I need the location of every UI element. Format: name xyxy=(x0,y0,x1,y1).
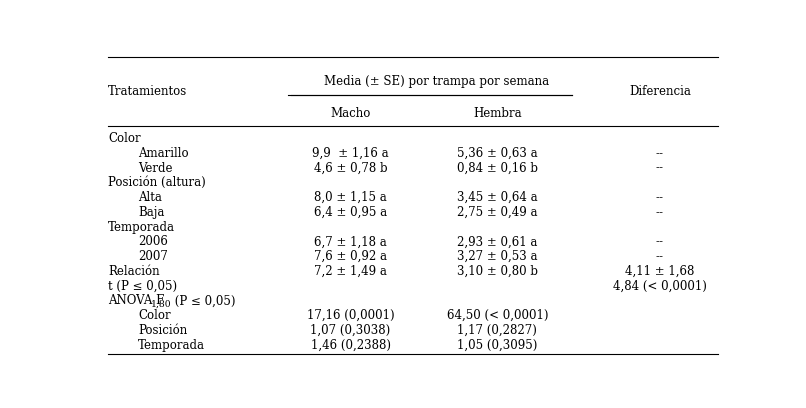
Text: Verde: Verde xyxy=(139,162,172,175)
Text: Posición: Posición xyxy=(139,324,188,337)
Text: 1,80: 1,80 xyxy=(151,299,172,309)
Text: 7,6 ± 0,92 a: 7,6 ± 0,92 a xyxy=(314,250,387,263)
Text: Hembra: Hembra xyxy=(473,107,521,120)
Text: 6,7 ± 1,18 a: 6,7 ± 1,18 a xyxy=(314,235,387,248)
Text: 6,4 ± 0,95 a: 6,4 ± 0,95 a xyxy=(314,206,387,219)
Text: 4,6 ± 0,78 b: 4,6 ± 0,78 b xyxy=(314,162,388,175)
Text: Tratamientos: Tratamientos xyxy=(108,85,188,98)
Text: --: -- xyxy=(656,162,664,175)
Text: 3,45 ± 0,64 a: 3,45 ± 0,64 a xyxy=(457,191,538,204)
Text: Media (± SE) por trampa por semana: Media (± SE) por trampa por semana xyxy=(324,75,549,89)
Text: 5,36 ± 0,63 a: 5,36 ± 0,63 a xyxy=(457,147,538,160)
Text: t (P ≤ 0,05): t (P ≤ 0,05) xyxy=(108,279,177,293)
Text: ANOVA F: ANOVA F xyxy=(108,295,164,307)
Text: Diferencia: Diferencia xyxy=(629,85,691,98)
Text: 2006: 2006 xyxy=(139,235,168,248)
Text: 1,17 (0,2827): 1,17 (0,2827) xyxy=(458,324,538,337)
Text: --: -- xyxy=(656,250,664,263)
Text: Posición (altura): Posición (altura) xyxy=(108,176,206,189)
Text: 0,84 ± 0,16 b: 0,84 ± 0,16 b xyxy=(457,162,538,175)
Text: Macho: Macho xyxy=(330,107,371,120)
Text: 64,50 (< 0,0001): 64,50 (< 0,0001) xyxy=(447,309,548,322)
Text: Temporada: Temporada xyxy=(139,339,206,352)
Text: 9,9  ± 1,16 a: 9,9 ± 1,16 a xyxy=(312,147,389,160)
Text: --: -- xyxy=(656,191,664,204)
Text: 17,16 (0,0001): 17,16 (0,0001) xyxy=(307,309,394,322)
Text: --: -- xyxy=(656,235,664,248)
Text: Amarillo: Amarillo xyxy=(139,147,189,160)
Text: Color: Color xyxy=(108,132,141,145)
Text: 1,07 (0,3038): 1,07 (0,3038) xyxy=(310,324,391,337)
Text: 2007: 2007 xyxy=(139,250,168,263)
Text: Alta: Alta xyxy=(139,191,162,204)
Text: 4,11 ± 1,68: 4,11 ± 1,68 xyxy=(625,265,695,278)
Text: 3,10 ± 0,80 b: 3,10 ± 0,80 b xyxy=(457,265,538,278)
Text: 1,05 (0,3095): 1,05 (0,3095) xyxy=(457,339,538,352)
Text: 2,75 ± 0,49 a: 2,75 ± 0,49 a xyxy=(457,206,538,219)
Text: 4,84 (< 0,0001): 4,84 (< 0,0001) xyxy=(613,279,707,293)
Text: (P ≤ 0,05): (P ≤ 0,05) xyxy=(172,295,236,307)
Text: Temporada: Temporada xyxy=(108,221,175,234)
Text: Baja: Baja xyxy=(139,206,164,219)
Text: --: -- xyxy=(656,147,664,160)
Text: Color: Color xyxy=(139,309,171,322)
Text: 2,93 ± 0,61 a: 2,93 ± 0,61 a xyxy=(457,235,538,248)
Text: 1,46 (0,2388): 1,46 (0,2388) xyxy=(310,339,391,352)
Text: 8,0 ± 1,15 a: 8,0 ± 1,15 a xyxy=(314,191,387,204)
Text: Relación: Relación xyxy=(108,265,160,278)
Text: --: -- xyxy=(656,206,664,219)
Text: 3,27 ± 0,53 a: 3,27 ± 0,53 a xyxy=(457,250,538,263)
Text: 7,2 ± 1,49 a: 7,2 ± 1,49 a xyxy=(314,265,387,278)
